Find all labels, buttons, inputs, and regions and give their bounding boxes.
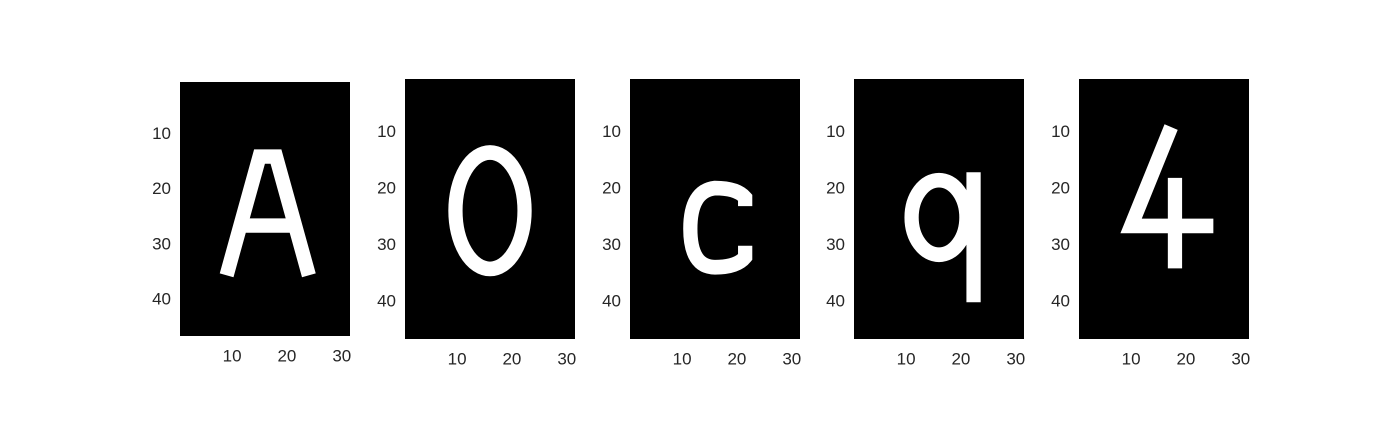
glyph: [1120, 124, 1214, 269]
y-tick-label: 10: [152, 124, 171, 143]
x-tick-label: 20: [951, 349, 970, 368]
y-tick-label: 40: [826, 292, 845, 311]
image-panel: [630, 79, 800, 339]
x-tick-label: 10: [448, 349, 467, 368]
y-tick-label: 30: [377, 235, 396, 254]
y-tick-label: 10: [377, 122, 396, 141]
y-tick-label: 20: [1051, 179, 1070, 198]
image-background: [405, 79, 575, 339]
image-background: [854, 79, 1024, 339]
y-tick-label: 40: [1051, 292, 1070, 311]
y-tick-label: 10: [826, 122, 845, 141]
y-tick-label: 20: [602, 179, 621, 198]
image-background: [180, 82, 350, 336]
x-tick-label: 30: [332, 346, 351, 365]
image-panel: [854, 79, 1024, 339]
x-tick-label: 30: [557, 349, 576, 368]
x-tick-label: 10: [673, 349, 692, 368]
y-tick-label: 30: [826, 235, 845, 254]
y-tick-label: 10: [1051, 122, 1070, 141]
image-panel: [405, 79, 575, 339]
glyph: [448, 145, 532, 277]
x-tick-label: 10: [1122, 349, 1141, 368]
y-tick-label: 30: [602, 235, 621, 254]
image-panel: [1079, 79, 1249, 339]
x-tick-label: 20: [502, 349, 521, 368]
image-background: [1079, 79, 1249, 339]
x-tick-label: 20: [727, 349, 746, 368]
glyph: [683, 180, 753, 275]
image-panel: [180, 82, 350, 336]
x-tick-label: 30: [782, 349, 801, 368]
y-tick-label: 20: [152, 179, 171, 198]
y-tick-label: 40: [152, 290, 171, 309]
y-tick-label: 40: [602, 292, 621, 311]
x-tick-label: 10: [223, 346, 242, 365]
x-tick-label: 30: [1006, 349, 1025, 368]
x-tick-label: 30: [1231, 349, 1250, 368]
x-tick-label: 20: [1176, 349, 1195, 368]
glyph: [219, 149, 316, 278]
y-tick-label: 30: [152, 234, 171, 253]
image-background: [630, 79, 800, 339]
y-tick-label: 20: [826, 179, 845, 198]
y-tick-label: 30: [1051, 235, 1070, 254]
x-tick-label: 10: [897, 349, 916, 368]
y-tick-label: 10: [602, 122, 621, 141]
y-tick-label: 20: [377, 179, 396, 198]
x-tick-label: 20: [277, 346, 296, 365]
y-tick-label: 40: [377, 292, 396, 311]
